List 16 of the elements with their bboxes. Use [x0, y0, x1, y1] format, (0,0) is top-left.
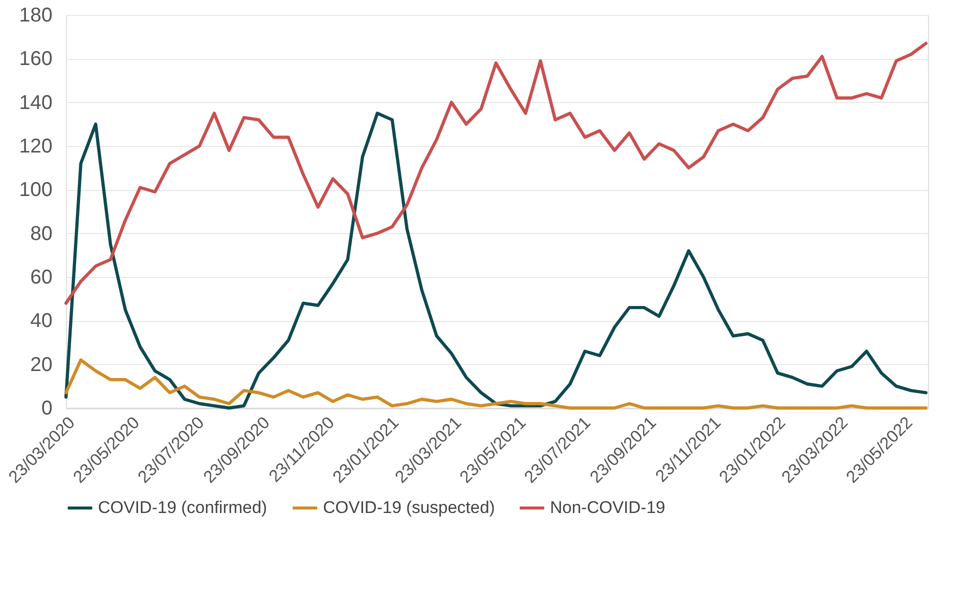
y-tick-label: 60: [30, 266, 52, 288]
legend-label: COVID-19 (suspected): [323, 498, 495, 517]
y-tick-label: 140: [19, 92, 52, 114]
y-tick-label: 180: [19, 4, 52, 26]
y-tick-label: 80: [30, 222, 52, 245]
y-tick-label: 40: [30, 310, 52, 332]
y-tick-label: 20: [30, 354, 52, 376]
y-tick-label: 160: [19, 48, 52, 70]
line-series: [64, 358, 928, 410]
y-tick-label: 120: [19, 136, 52, 158]
line-series: [64, 112, 928, 410]
legend-label: Non-COVID-19: [550, 498, 666, 517]
y-tick-label: 100: [19, 179, 52, 202]
line-series: [64, 42, 928, 305]
legend-label: COVID-19 (confirmed): [98, 498, 268, 517]
y-tick-label: 0: [41, 398, 52, 420]
